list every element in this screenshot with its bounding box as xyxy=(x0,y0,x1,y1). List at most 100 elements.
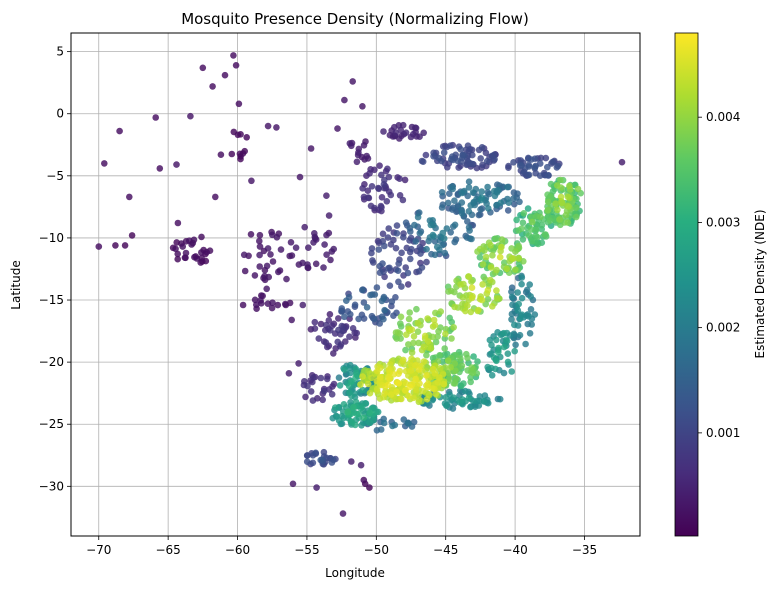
scatter-point xyxy=(415,366,423,373)
scatter-point xyxy=(126,193,133,201)
scatter-point xyxy=(469,369,477,377)
scatter-point xyxy=(368,183,376,190)
y-tick-label: 5 xyxy=(56,45,64,59)
scatter-point xyxy=(256,243,264,250)
scatter-point xyxy=(387,191,395,199)
scatter-point xyxy=(307,145,315,152)
scatter-point xyxy=(478,188,486,195)
scatter-point xyxy=(502,336,510,344)
scatter-point xyxy=(469,151,476,159)
scatter-point xyxy=(465,359,472,367)
scatter-point xyxy=(355,149,362,156)
scatter-point xyxy=(528,237,536,245)
scatter-point xyxy=(239,301,247,309)
scatter-point xyxy=(349,78,357,85)
scatter-point xyxy=(520,210,528,217)
scatter-point xyxy=(393,230,401,237)
scatter-point xyxy=(310,239,317,246)
scatter-point xyxy=(531,311,539,318)
scatter-point xyxy=(445,375,453,382)
scatter-point xyxy=(400,356,407,364)
scatter-point xyxy=(402,219,410,226)
scatter-point xyxy=(525,163,533,170)
scatter-point xyxy=(433,243,441,251)
scatter-point xyxy=(544,172,552,179)
x-axis-label: Longitude xyxy=(325,566,385,580)
scatter-point xyxy=(232,62,240,69)
scatter-point xyxy=(440,235,448,242)
scatter-point xyxy=(437,308,445,315)
scatter-point xyxy=(381,306,388,314)
scatter-point xyxy=(444,369,452,377)
scatter-point xyxy=(483,157,491,165)
scatter-point xyxy=(191,253,198,261)
scatter-point xyxy=(384,165,391,173)
scatter-point xyxy=(351,421,359,429)
scatter-point xyxy=(512,266,519,274)
scatter-point xyxy=(516,162,524,169)
scatter-point xyxy=(457,281,464,288)
scatter-point xyxy=(128,232,136,239)
scatter-point xyxy=(381,390,388,397)
scatter-point xyxy=(478,194,486,202)
scatter-point xyxy=(405,315,413,323)
scatter-point xyxy=(381,242,388,250)
scatter-point xyxy=(565,203,572,210)
scatter-point xyxy=(255,237,263,245)
scatter-point xyxy=(322,321,330,329)
y-tick-label: 0 xyxy=(56,107,64,121)
scatter-point xyxy=(465,273,473,280)
scatter-point xyxy=(464,354,471,362)
scatter-point xyxy=(441,351,448,359)
scatter-point xyxy=(516,331,524,339)
scatter-point xyxy=(360,414,368,422)
scatter-point xyxy=(432,390,440,398)
scatter-point xyxy=(439,358,447,366)
scatter-point xyxy=(330,380,338,388)
scatter-point xyxy=(429,231,437,239)
scatter-point xyxy=(554,162,562,170)
scatter-point xyxy=(264,122,272,130)
scatter-point xyxy=(458,210,466,217)
scatter-point xyxy=(368,245,376,252)
scatter-point xyxy=(618,158,626,166)
scatter-point xyxy=(510,159,517,166)
scatter-point xyxy=(437,365,444,372)
scatter-point xyxy=(430,316,438,324)
scatter-point xyxy=(327,256,334,264)
plot-frame xyxy=(70,32,641,537)
scatter-point xyxy=(263,285,271,293)
scatter-point xyxy=(311,325,319,332)
scatter-point xyxy=(505,162,512,170)
scatter-point xyxy=(303,458,311,466)
scatter-point xyxy=(516,198,523,206)
scatter-point xyxy=(488,372,496,379)
scatter-point xyxy=(504,183,511,191)
scatter-point xyxy=(330,245,338,253)
scatter-point xyxy=(452,367,459,375)
scatter-point xyxy=(273,234,281,241)
scatter-point xyxy=(386,282,394,290)
scatter-point xyxy=(484,183,491,191)
scatter-point xyxy=(295,360,302,367)
scatter-point xyxy=(101,160,108,167)
scatter-point xyxy=(351,301,359,309)
scatter-point xyxy=(312,260,320,268)
scatter-point xyxy=(388,298,396,305)
scatter-point xyxy=(346,140,354,147)
scatter-point xyxy=(174,255,181,263)
scatter-point xyxy=(332,404,339,411)
scatter-point xyxy=(447,364,454,371)
scatter-point xyxy=(326,311,334,318)
scatter-point xyxy=(258,300,265,307)
scatter-point xyxy=(322,339,330,346)
scatter-point xyxy=(431,251,439,259)
scatter-point xyxy=(174,219,182,227)
x-tick-label: −55 xyxy=(294,543,319,557)
scatter-point xyxy=(468,235,475,243)
scatter-point xyxy=(230,52,237,59)
scatter-point xyxy=(395,260,403,267)
x-tick-label: −45 xyxy=(433,543,458,557)
scatter-point xyxy=(374,367,381,375)
scatter-point xyxy=(407,255,414,263)
